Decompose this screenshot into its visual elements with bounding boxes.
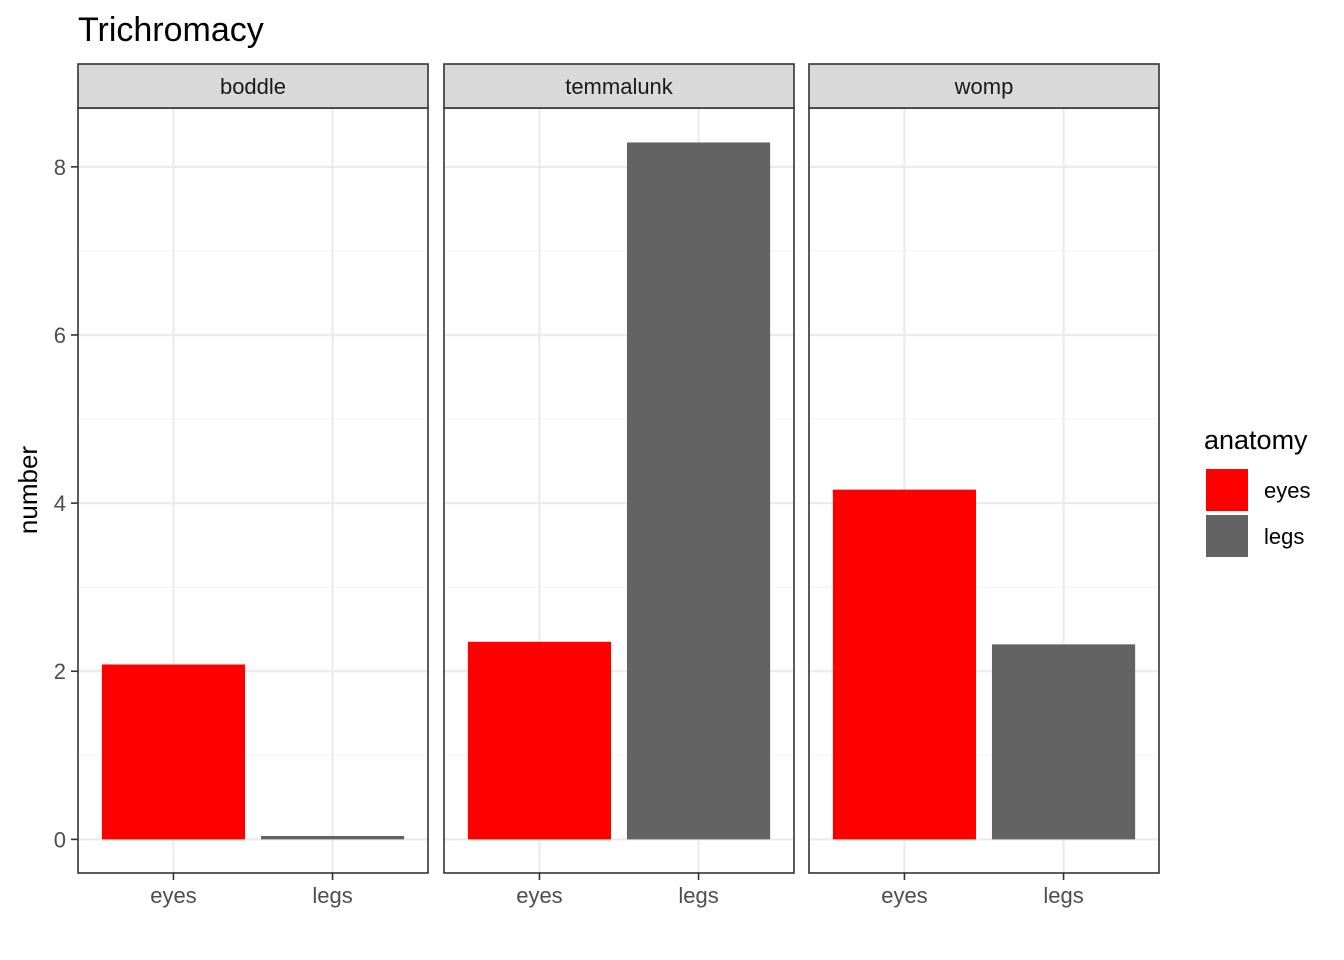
y-tick-label: 8	[54, 155, 66, 180]
facet-panels: boddle eyes legs temmalunk eyes legs womp eyes l…	[77, 63, 1160, 908]
x-tick-label: legs	[678, 883, 718, 908]
facet-panel: womp eyes legs	[808, 63, 1160, 908]
facet-strip	[808, 63, 1160, 109]
facet-strip	[443, 63, 795, 109]
chart-title: Trichromacy	[78, 11, 264, 49]
legend-key-legs	[1206, 515, 1248, 557]
bar-temmalunk-legs	[626, 142, 771, 840]
legend-key-eyes	[1206, 469, 1248, 511]
y-tick-label: 4	[54, 491, 66, 516]
x-tick-label: eyes	[150, 883, 196, 908]
bar-boddle-legs	[260, 836, 405, 840]
x-tick-label: legs	[1043, 883, 1083, 908]
x-tick-label: eyes	[881, 883, 927, 908]
facet-strip	[77, 63, 429, 109]
bar-womp-legs	[991, 644, 1136, 840]
y-axis-title: number	[13, 446, 43, 534]
facet-panel: boddle eyes legs	[77, 63, 429, 908]
bar-temmalunk-eyes	[467, 641, 612, 840]
legend-title: anatomy	[1204, 425, 1308, 455]
y-tick-label: 2	[54, 659, 66, 684]
legend-label: legs	[1264, 524, 1304, 549]
bar-boddle-eyes	[101, 664, 246, 840]
facet-strip-label: womp	[954, 74, 1014, 99]
facet-panel: temmalunk eyes legs	[443, 63, 795, 908]
legend-label: eyes	[1264, 478, 1310, 503]
facet-strip-label: boddle	[220, 74, 286, 99]
legend: anatomy eyes legs	[1204, 425, 1310, 557]
x-tick-label: eyes	[516, 883, 562, 908]
bar-womp-eyes	[832, 489, 977, 840]
facet-strip-label: temmalunk	[565, 74, 674, 99]
y-axis: 0 2 4 6 8	[54, 155, 78, 852]
y-tick-label: 6	[54, 323, 66, 348]
x-tick-label: legs	[312, 883, 352, 908]
y-tick-label: 0	[54, 827, 66, 852]
